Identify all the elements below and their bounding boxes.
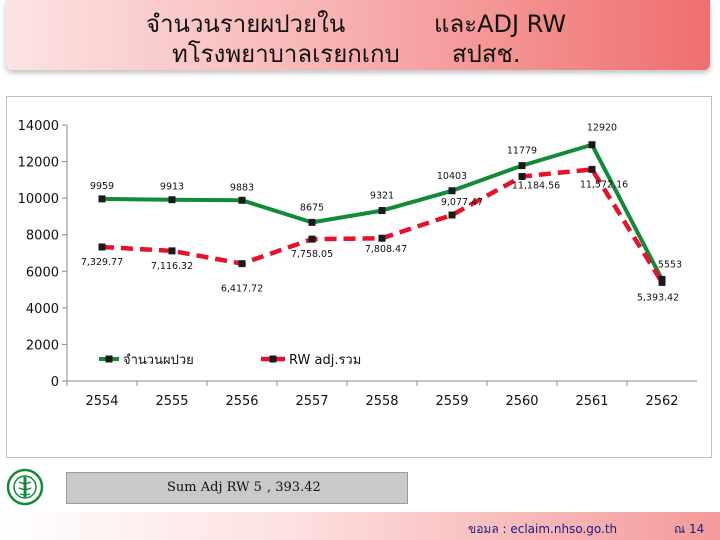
x-tick-label: 2559 [435,394,468,409]
rw-adj-point [448,211,456,219]
patients-point [588,141,596,149]
legend-patients-marker [105,355,113,363]
y-tick-label: 12000 [18,156,59,171]
legend-patients-label: จำนวนผปวย [123,353,194,368]
x-tick-label: 2558 [365,394,398,409]
title-line1-right: และADJ RW [434,10,567,38]
moph-logo-icon [6,468,44,506]
rw-adj-point [588,165,596,173]
x-tick-label: 2554 [85,394,118,409]
rw-adj-point [238,260,246,268]
rw-adj-data-label: 7,329.77 [81,257,123,268]
footer-bar [0,512,720,540]
x-tick-label: 2562 [645,394,678,409]
y-tick-label: 6000 [26,265,59,280]
rw-adj-data-label: 9,077.47 [441,197,483,208]
page-number: ณ 14 [674,522,705,536]
rw-adj-data-label: 7,116.32 [151,261,193,272]
rw-adj-point [658,278,666,286]
legend-rw-adj-label: RW adj.รวม [289,353,361,368]
y-tick-label: 14000 [18,119,59,134]
rw-adj-data-label: 7,758.05 [291,249,333,260]
patients-point [308,218,316,226]
rw-adj-point [98,243,106,251]
rw-adj-point [308,235,316,243]
y-tick-label: 0 [51,375,59,390]
x-tick-label: 2556 [225,394,258,409]
patients-point [378,207,386,215]
rw-adj-data-label: 7,808.47 [365,244,407,255]
rw-adj-data-label: 11,572.16 [580,179,628,190]
patients-data-label: 5553 [658,259,682,270]
title-line2-right: สปสช. [452,40,521,68]
patients-data-label: 12920 [587,123,617,134]
patients-data-label: 9913 [160,182,184,193]
chart-area: 0 2000 4000 6000 8000 10000 12000 14000 2554 2555… [6,96,712,458]
patients-point [98,195,106,203]
summary-value: , 393.42 [267,480,321,495]
summary-box: Sum Adj RW 5 , 393.42 [66,472,408,504]
y-tick-label: 10000 [18,192,59,207]
x-tick-label: 2561 [575,394,608,409]
patients-data-label: 8675 [300,202,324,213]
legend-rw-adj-marker [269,355,277,363]
patients-data-label: 9883 [230,182,254,193]
x-tick-label: 2560 [505,394,538,409]
rw-adj-point [518,172,526,180]
title-line1-left: จำนวนรายผปวยใน [146,10,346,38]
data-source-text: ขอมล : eclaim.nhso.go.th [468,522,618,536]
patients-data-label: 9959 [90,181,114,192]
patients-point [168,196,176,204]
patients-data-label: 10403 [437,171,467,182]
line-chart: 0 2000 4000 6000 8000 10000 12000 14000 2554 2555… [18,119,697,409]
rw-adj-data-label: 6,417.72 [221,284,263,295]
patients-data-label: 9321 [370,191,394,202]
title-banner: จำนวนรายผปวยใน และADJ RW ทโรงพยาบาลเรยกเ… [6,0,710,70]
y-tick-label: 4000 [26,302,59,317]
rw-adj-point [378,234,386,242]
patients-point [238,196,246,204]
patients-point [518,162,526,170]
y-tick-label: 2000 [26,338,59,353]
rw-adj-data-label: 11,184.56 [512,180,560,191]
y-tick-label: 8000 [26,229,59,244]
patients-data-label: 11779 [507,146,537,157]
x-tick-label: 2555 [155,394,188,409]
rw-adj-point [168,247,176,255]
x-tick-label: 2557 [295,394,328,409]
title-line2-left: ทโรงพยาบาลเรยกเกบ [172,40,400,68]
patients-point [448,187,456,195]
rw-adj-data-label: 5,393.42 [637,292,679,303]
summary-label: Sum Adj RW 5 [167,480,262,495]
